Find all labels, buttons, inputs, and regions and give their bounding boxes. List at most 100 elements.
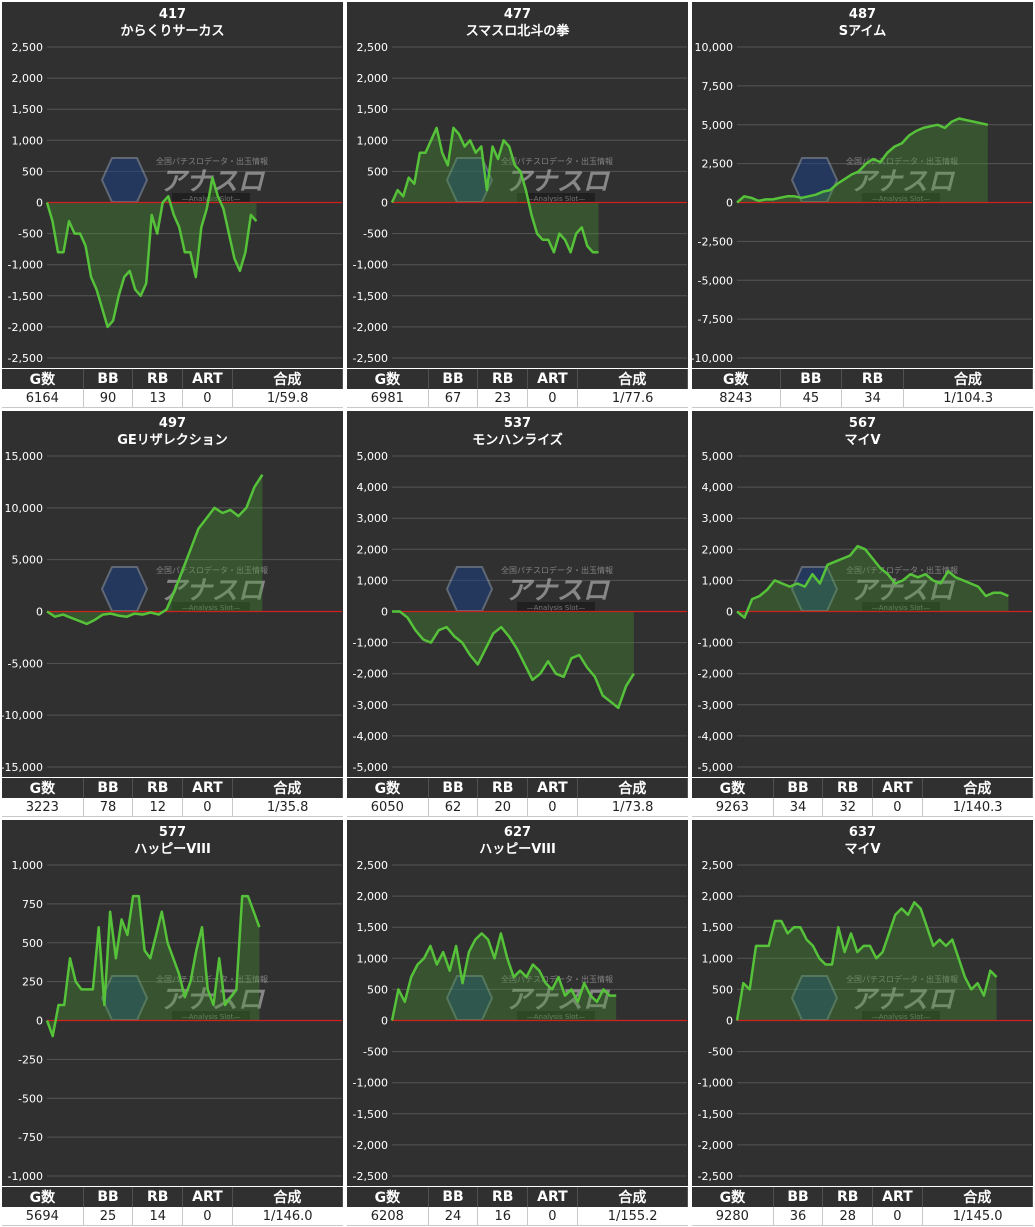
- chart-svg: 2,500 2,000 1,500 1,000 500 0 -500 -1,000 -1,500…: [353, 41, 687, 365]
- stats-header-cell: 合成: [232, 369, 344, 389]
- y-tick-label: 1,000: [702, 952, 734, 965]
- stats-table: G数 BB RB ART 合成 6050 62 20 0 1/73.8: [347, 778, 689, 817]
- chart-panel: 15,000 10,000 5,000 0 -5,000 -10,000 -15,000 全国…: [1, 410, 344, 817]
- stats-header-row: G数 BB RB ART 合成: [347, 778, 689, 798]
- y-tick-label: -1,000: [8, 259, 43, 272]
- y-tick-label: 2,500: [357, 41, 389, 54]
- series-area-fill: [392, 933, 617, 1021]
- y-tick-label: -2,500: [353, 352, 388, 365]
- stats-table: G数 BB RB ART 合成 6164 90 13 0 1/59.8: [2, 369, 344, 408]
- stats-table: G数 BB RB ART 合成 3223 78 12 0 1/35.8: [2, 778, 344, 817]
- stats-value-cell: 28: [822, 1207, 874, 1226]
- stats-value-cell: 13: [132, 389, 184, 408]
- chart-panel: 5,000 4,000 3,000 2,000 1,000 0 -1,000 -2,000 -3…: [346, 410, 689, 817]
- stats-value-cell: 0: [527, 389, 578, 408]
- stats-header-cell: ART: [182, 1187, 233, 1207]
- stats-header-cell: BB: [428, 1187, 479, 1207]
- stats-header-cell: 合成: [922, 1187, 1034, 1207]
- watermark-sub-bar: [517, 602, 595, 612]
- watermark-sub-text: —Analysis Slot—: [182, 1013, 240, 1021]
- y-tick-label: -1,500: [8, 290, 43, 303]
- machine-number: 487: [848, 7, 877, 22]
- watermark-top-text: 全国パチスロデータ・出玉情報: [501, 565, 613, 575]
- stats-header-cell: G数: [692, 778, 774, 798]
- machine-number: 537: [503, 416, 532, 431]
- stats-header-cell: RB: [822, 1187, 874, 1207]
- y-tick-label: -5,000: [8, 657, 43, 670]
- stats-header-cell: ART: [527, 1187, 578, 1207]
- series-area-fill: [737, 546, 1009, 618]
- stats-header-cell: BB: [428, 778, 479, 798]
- stats-value-cell: 1/146.0: [232, 1207, 343, 1226]
- y-tick-label: 500: [367, 165, 388, 178]
- stats-value-row: 3223 78 12 0 1/35.8: [2, 798, 343, 817]
- y-tick-label: 7,500: [702, 80, 734, 93]
- y-tick-label: 0: [726, 1015, 733, 1028]
- series-area-fill: [392, 127, 599, 253]
- stats-header-cell: BB: [83, 1187, 134, 1207]
- y-tick-label: 5,000: [702, 450, 734, 463]
- chart-header: 537 モンハンライズ: [347, 415, 688, 449]
- machine-number: 577: [158, 825, 187, 840]
- stats-header-cell: BB: [773, 1187, 824, 1207]
- watermark-top-text: 全国パチスロデータ・出玉情報: [846, 156, 958, 166]
- stats-header-row: G数 BB RB 合成: [692, 369, 1034, 389]
- chart-header: 567 マイV: [692, 415, 1033, 449]
- stats-header-cell: G数: [692, 1187, 774, 1207]
- series-area-fill: [47, 474, 263, 624]
- stats-value-cell: 14: [132, 1207, 184, 1226]
- chart-svg: 5,000 4,000 3,000 2,000 1,000 0 -1,000 -2,000 -3…: [353, 450, 687, 774]
- y-tick-label: 5,000: [357, 450, 389, 463]
- stats-value-cell: 16: [477, 1207, 529, 1226]
- y-tick-label: -500: [18, 1092, 43, 1105]
- y-tick-label: -250: [18, 1053, 43, 1066]
- stats-header-cell: 合成: [232, 778, 344, 798]
- stats-value-cell: 23: [477, 389, 529, 408]
- chart-header: 497 GEリザレクション: [2, 415, 343, 449]
- watermark-top-text: 全国パチスロデータ・出玉情報: [846, 565, 958, 575]
- chart-panel: 2,500 2,000 1,500 1,000 500 0 -500 -1,000 -1,500…: [691, 819, 1034, 1226]
- chart-header: 637 マイV: [692, 824, 1033, 858]
- stats-header-cell: BB: [773, 778, 824, 798]
- stats-header-cell: G数: [347, 1187, 429, 1207]
- watermark-logo-text: アナスロ: [505, 985, 610, 1015]
- chart-panel: 1,000 750 500 250 0 -250 -500 -750 -1,000 全国パチスロデ…: [1, 819, 344, 1226]
- stats-header-cell: ART: [182, 369, 233, 389]
- y-tick-label: -2,000: [8, 321, 43, 334]
- y-tick-label: -1,000: [698, 1077, 733, 1090]
- series-line: [390, 126, 599, 254]
- stats-header-cell: G数: [2, 1187, 84, 1207]
- logo-hexagon-icon: [100, 566, 149, 612]
- watermark-top-text: 全国パチスロデータ・出玉情報: [846, 974, 958, 984]
- watermark-sub-bar: [172, 602, 250, 612]
- watermark-sub-text: —Analysis Slot—: [527, 1013, 585, 1021]
- y-tick-label: -5,000: [698, 274, 733, 287]
- y-tick-label: 4,000: [357, 481, 389, 494]
- stats-header-cell: RB: [477, 1187, 529, 1207]
- watermark-sub-bar: [862, 193, 940, 203]
- stats-value-cell: 1/155.2: [577, 1207, 688, 1226]
- y-tick-label: -2,000: [353, 321, 388, 334]
- stats-value-cell: 6981: [347, 389, 429, 408]
- chart-area: 2,500 2,000 1,500 1,000 500 0 -500 -1,000 -1,500…: [692, 820, 1033, 1186]
- y-tick-label: -500: [363, 228, 388, 241]
- y-tick-label: 0: [36, 606, 43, 619]
- y-tick-label: -2,000: [353, 668, 388, 681]
- y-tick-label: -3,000: [353, 699, 388, 712]
- stats-header-cell: ART: [872, 1187, 923, 1207]
- series-area-fill: [392, 611, 634, 708]
- machine-number: 497: [158, 416, 187, 431]
- logo-hexagon-icon: [445, 566, 494, 612]
- y-tick-label: 0: [726, 197, 733, 210]
- machine-name: GEリザレクション: [117, 433, 228, 448]
- stats-value-row: 9280 36 28 0 1/145.0: [692, 1207, 1033, 1226]
- stats-value-cell: 24: [428, 1207, 479, 1226]
- chart-header: 477 スマスロ北斗の拳: [347, 6, 688, 40]
- series-line: [735, 901, 998, 1021]
- y-tick-label: -5,000: [353, 761, 388, 774]
- stats-value-cell: 62: [428, 798, 479, 817]
